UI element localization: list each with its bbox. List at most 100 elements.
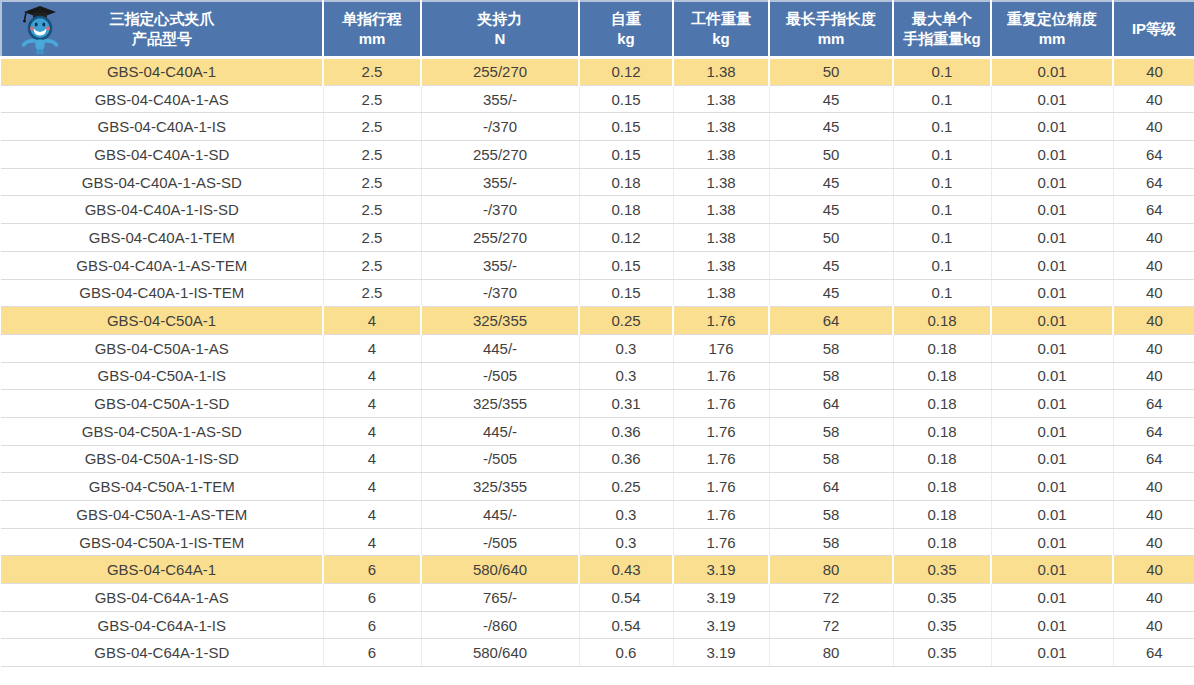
cell-value: 80 [769, 556, 893, 584]
cell-value: 1.76 [673, 501, 769, 529]
cell-value: 0.18 [893, 417, 991, 445]
cell-value: 40 [1113, 584, 1194, 612]
cell-model: GBS-04-C40A-1 [1, 58, 323, 86]
table-row: GBS-04-C50A-1-SD4325/3550.311.76640.180.… [1, 390, 1194, 418]
cell-value: 0.15 [579, 141, 673, 169]
table-row: GBS-04-C50A-1-TEM4325/3550.251.76640.180… [1, 473, 1194, 501]
cell-value: 4 [323, 334, 421, 362]
cell-value: 0.01 [991, 251, 1113, 279]
cell-value: 0.18 [893, 445, 991, 473]
cell-value: 4 [323, 307, 421, 335]
cell-value: 0.25 [579, 307, 673, 335]
cell-value: 0.01 [991, 417, 1113, 445]
cell-value: 355/- [421, 85, 579, 113]
cell-model: GBS-04-C64A-1-AS [1, 584, 323, 612]
cell-model: GBS-04-C64A-1-IS [1, 611, 323, 639]
cell-value: 0.1 [893, 251, 991, 279]
cell-model: GBS-04-C40A-1-IS-TEM [1, 279, 323, 307]
cell-value: 0.3 [579, 334, 673, 362]
cell-model: GBS-04-C50A-1-IS-TEM [1, 528, 323, 556]
cell-value: 355/- [421, 251, 579, 279]
cell-value: 6 [323, 584, 421, 612]
cell-value: 64 [1113, 445, 1194, 473]
cell-value: 45 [769, 251, 893, 279]
cell-value: 40 [1113, 307, 1194, 335]
table-row: GBS-04-C64A-1-IS6-/8600.543.19720.350.01… [1, 611, 1194, 639]
cell-value: 0.01 [991, 334, 1113, 362]
cell-value: 325/355 [421, 473, 579, 501]
cell-model: GBS-04-C50A-1-IS [1, 362, 323, 390]
table-row-highlighted: GBS-04-C50A-14325/3550.251.76640.180.014… [1, 307, 1194, 335]
cell-value: 72 [769, 584, 893, 612]
cell-value: 6 [323, 639, 421, 667]
table-row: GBS-04-C40A-1-AS-SD2.5355/-0.181.38450.1… [1, 168, 1194, 196]
cell-value: 40 [1113, 113, 1194, 141]
cell-value: 445/- [421, 334, 579, 362]
cell-value: 40 [1113, 473, 1194, 501]
table-row: GBS-04-C50A-1-IS-TEM4-/5050.31.76580.180… [1, 528, 1194, 556]
cell-value: 40 [1113, 611, 1194, 639]
cell-value: 445/- [421, 501, 579, 529]
product-spec-page: 三指定心式夹爪 产品型号 单指行程 mm 夹持力 N 自重 kg 工件重量 [0, 0, 1194, 685]
cell-value: 0.01 [991, 58, 1113, 86]
cell-value: 0.18 [893, 390, 991, 418]
cell-value: 0.1 [893, 58, 991, 86]
cell-value: 0.54 [579, 584, 673, 612]
cell-value: 58 [769, 445, 893, 473]
cell-value: 445/- [421, 417, 579, 445]
cell-value: 0.01 [991, 639, 1113, 667]
cell-value: 0.01 [991, 611, 1113, 639]
cell-value: 58 [769, 362, 893, 390]
column-header-self-weight: 自重 kg [579, 1, 673, 58]
cell-value: -/505 [421, 362, 579, 390]
cell-value: 64 [1113, 390, 1194, 418]
cell-value: 64 [769, 390, 893, 418]
column-header-grip-force: 夹持力 N [421, 1, 579, 58]
cell-value: 6 [323, 556, 421, 584]
cell-value: 1.76 [673, 417, 769, 445]
cell-value: 0.01 [991, 473, 1113, 501]
cell-value: 0.18 [893, 307, 991, 335]
cell-value: 0.1 [893, 85, 991, 113]
cell-value: 0.15 [579, 251, 673, 279]
cell-value: 0.01 [991, 528, 1113, 556]
table-row: GBS-04-C40A-1-IS-TEM2.5-/3700.151.38450.… [1, 279, 1194, 307]
table-row: GBS-04-C40A-1-TEM2.5255/2700.121.38500.1… [1, 224, 1194, 252]
cell-value: 0.1 [893, 141, 991, 169]
table-title-line1: 三指定心式夹爪 [110, 10, 215, 27]
cell-value: 355/- [421, 168, 579, 196]
cell-model: GBS-04-C50A-1-AS-SD [1, 417, 323, 445]
cell-value: 255/270 [421, 224, 579, 252]
cell-value: 50 [769, 141, 893, 169]
cell-value: -/370 [421, 196, 579, 224]
cell-value: 64 [1113, 196, 1194, 224]
cell-value: 2.5 [323, 224, 421, 252]
cell-value: 1.76 [673, 445, 769, 473]
cell-value: 1.76 [673, 307, 769, 335]
cell-value: 0.01 [991, 85, 1113, 113]
table-header: 三指定心式夹爪 产品型号 单指行程 mm 夹持力 N 自重 kg 工件重量 [1, 1, 1194, 58]
cell-value: 58 [769, 528, 893, 556]
cell-value: 45 [769, 279, 893, 307]
cell-value: 0.01 [991, 141, 1113, 169]
cell-value: 0.01 [991, 362, 1113, 390]
cell-value: 1.76 [673, 390, 769, 418]
cell-value: 0.1 [893, 196, 991, 224]
cell-value: 1.38 [673, 141, 769, 169]
cell-value: 3.19 [673, 584, 769, 612]
cell-value: 0.18 [893, 501, 991, 529]
cell-value: 58 [769, 334, 893, 362]
cell-model: GBS-04-C50A-1-AS [1, 334, 323, 362]
cell-value: 0.01 [991, 390, 1113, 418]
cell-model: GBS-04-C40A-1-AS [1, 85, 323, 113]
column-header-repeatability: 重复定位精度 mm [991, 1, 1113, 58]
cell-value: 0.3 [579, 501, 673, 529]
column-header-max-finger-length: 最长手指长度 mm [769, 1, 893, 58]
table-row: GBS-04-C40A-1-AS-TEM2.5355/-0.151.38450.… [1, 251, 1194, 279]
cell-model: GBS-04-C64A-1-SD [1, 639, 323, 667]
cell-value: 40 [1113, 556, 1194, 584]
cell-value: 40 [1113, 334, 1194, 362]
cell-value: 40 [1113, 85, 1194, 113]
table-row-highlighted: GBS-04-C64A-16580/6400.433.19800.350.014… [1, 556, 1194, 584]
cell-value: 45 [769, 168, 893, 196]
